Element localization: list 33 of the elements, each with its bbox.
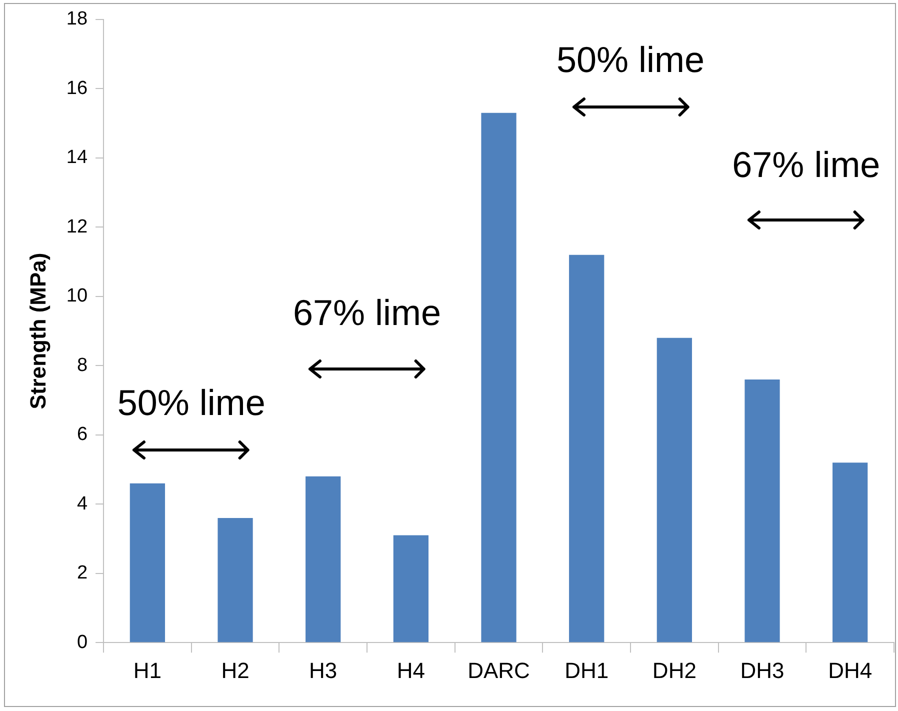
y-tick-label: 16 bbox=[66, 78, 88, 99]
x-tick-label: H2 bbox=[221, 658, 250, 683]
y-tick-label: 8 bbox=[76, 354, 88, 376]
x-tick-label: DH2 bbox=[652, 658, 696, 683]
x-tick-label: DH1 bbox=[564, 658, 609, 683]
y-tick-label: 10 bbox=[66, 286, 88, 307]
bar bbox=[306, 476, 341, 642]
y-tick-label: 0 bbox=[76, 632, 88, 653]
y-tick-label: 6 bbox=[76, 424, 88, 446]
x-tick-label: DARC bbox=[468, 658, 530, 683]
y-axis-title: Strength (MPa) bbox=[25, 252, 50, 410]
y-tick-label: 4 bbox=[76, 493, 88, 514]
bar bbox=[393, 535, 429, 642]
bar bbox=[744, 379, 780, 642]
y-tick-label: 18 bbox=[66, 8, 88, 30]
x-tick-label: DH4 bbox=[828, 658, 872, 683]
y-tick-label: 12 bbox=[66, 216, 88, 238]
x-tick-label: DH3 bbox=[740, 658, 784, 683]
y-tick-label: 2 bbox=[76, 562, 88, 584]
bar bbox=[656, 338, 692, 642]
annotation: 67% lime bbox=[732, 144, 880, 185]
annotation: 50% lime bbox=[556, 38, 705, 80]
bar bbox=[481, 112, 516, 642]
x-tick-label: H4 bbox=[396, 658, 425, 683]
x-tick-label: H3 bbox=[309, 658, 338, 683]
bar bbox=[832, 462, 868, 642]
annotation: 50% lime bbox=[117, 382, 266, 423]
annotation: 67% lime bbox=[292, 292, 442, 333]
bar bbox=[218, 518, 253, 642]
x-tick-label: H1 bbox=[133, 658, 162, 683]
bar bbox=[130, 483, 166, 642]
y-tick-label: 14 bbox=[66, 147, 88, 168]
bar bbox=[569, 254, 604, 642]
